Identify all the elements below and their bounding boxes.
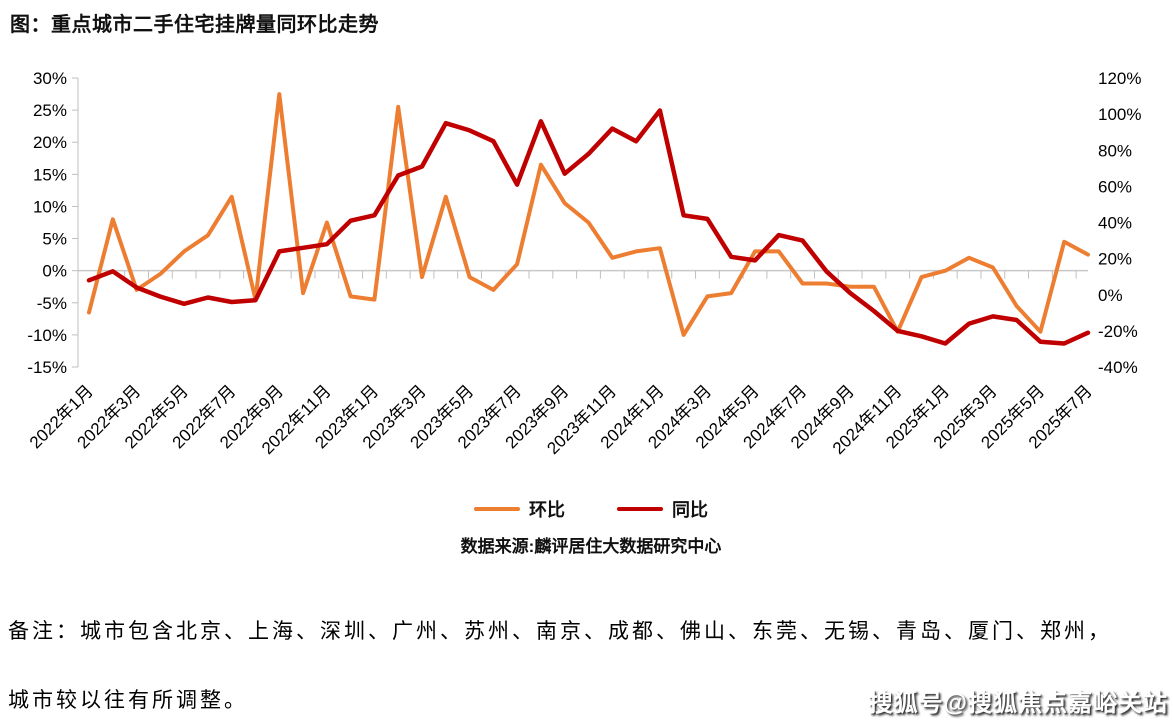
right-axis-label: -20% <box>1098 322 1138 341</box>
legend-label-mom: 环比 <box>529 500 565 520</box>
left-axis-label: -10% <box>27 326 67 345</box>
right-axis-label: 60% <box>1098 177 1132 196</box>
footnote-line1: 备注：城市包含北京、上海、深圳、广州、苏州、南京、成都、佛山、东莞、无锡、青岛、… <box>8 619 1112 643</box>
left-axis-label: 25% <box>33 101 67 120</box>
legend-item-yoy: 同比 <box>617 496 708 522</box>
legend-item-mom: 环比 <box>474 496 565 522</box>
watermark: 搜狐号@搜狐焦点嘉峪关站 <box>868 690 1168 717</box>
left-axis-label: 0% <box>42 262 67 281</box>
left-axis-label: 20% <box>33 133 67 152</box>
footnote-line2: 城市较以往有所调整。 <box>8 688 248 712</box>
right-axis-label: 40% <box>1098 214 1132 233</box>
right-axis-label: 20% <box>1098 250 1132 269</box>
left-axis-label: -5% <box>37 294 67 313</box>
mom-line-swatch <box>474 507 520 511</box>
chart: 30% 25% 20% 15% 10% 5% 0% -5% -10% -15% 120% 100% 80… <box>26 69 1142 458</box>
left-axis-label: 5% <box>42 230 67 249</box>
left-axis-label: 10% <box>33 197 67 216</box>
left-axis-label: 30% <box>33 69 67 88</box>
yoy-line-swatch <box>617 507 663 511</box>
right-axis-label: 120% <box>1098 69 1141 88</box>
right-axis-label: 0% <box>1098 286 1123 305</box>
right-axis-label: 80% <box>1098 141 1132 160</box>
data-source-note: 数据来源:麟评居住大数据研究中心 <box>460 537 722 556</box>
chart-title: 图：重点城市二手住宅挂牌量同环比走势 <box>10 14 379 36</box>
legend-label-yoy: 同比 <box>672 500 708 520</box>
series-line-yoy <box>86 108 1091 346</box>
series-line-mom <box>87 92 1090 337</box>
left-axis-label: 15% <box>33 165 67 184</box>
chart-legend: 环比 同比 <box>8 496 1174 522</box>
right-axis-label: -40% <box>1098 358 1138 377</box>
right-axis-label: 100% <box>1098 105 1141 124</box>
left-axis-label: -15% <box>27 358 67 377</box>
